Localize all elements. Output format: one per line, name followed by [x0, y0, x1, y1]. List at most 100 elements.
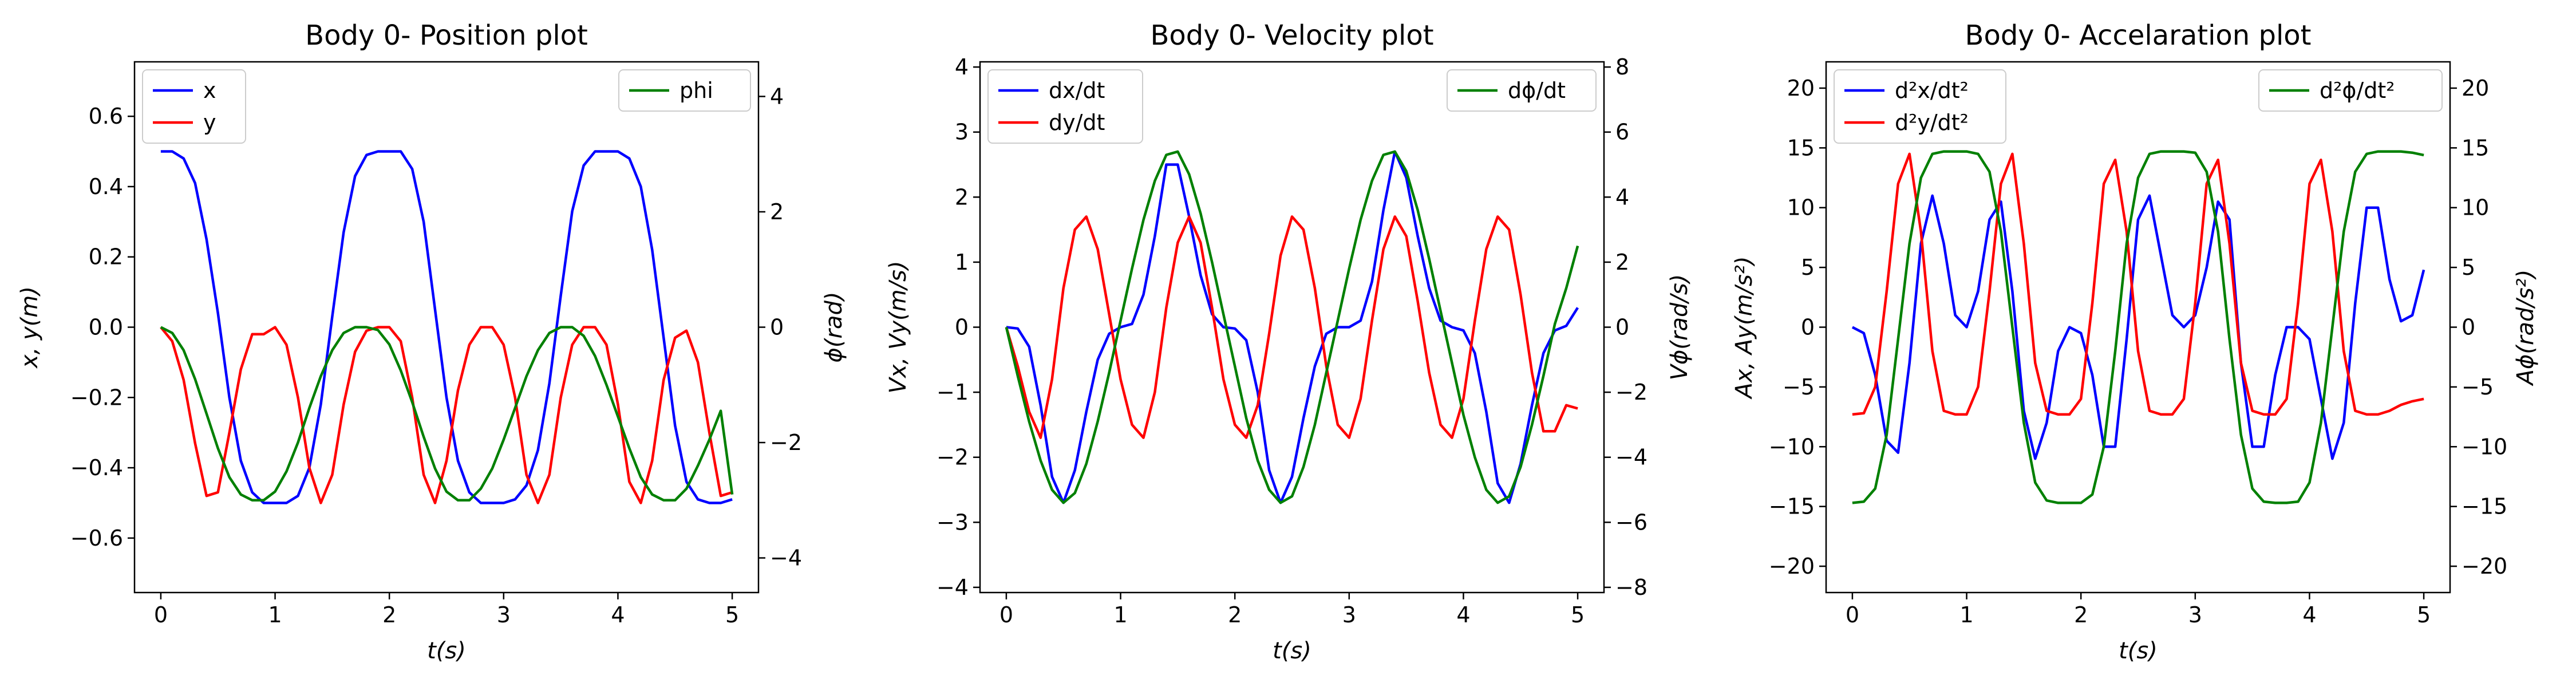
legend-left: d²x/dt² d²y/dt² — [1834, 69, 2006, 144]
legend-box — [1834, 69, 2006, 144]
y-tick-label-left: −2 — [937, 445, 969, 470]
y-tick-label-left: 10 — [1787, 195, 1815, 220]
x-tick-label: 3 — [1342, 602, 1356, 627]
legend-label: d²y/dt² — [1895, 110, 1969, 135]
y-axis-label-right: ϕ(rad) — [821, 292, 847, 363]
legend-box — [2258, 69, 2443, 112]
legend-right: d²ϕ/dt² — [2258, 69, 2443, 112]
x-tick-label: 5 — [725, 602, 739, 627]
y-tick-label-left: −3 — [937, 510, 969, 535]
series-line-2 — [160, 326, 733, 504]
x-tick-label: 0 — [1846, 602, 1859, 627]
series-line-3 — [1005, 150, 1579, 504]
y-tick-label-left: 15 — [1787, 135, 1815, 160]
chart-title: Body 0- Position plot — [305, 19, 588, 52]
y-tick-label-left: 0 — [1801, 315, 1815, 340]
legend-label: d²ϕ/dt² — [2320, 78, 2395, 103]
y-tick-label-left: 0.0 — [89, 315, 123, 340]
x-tick-label: 2 — [2074, 602, 2088, 627]
y-tick-label-right: −4 — [1615, 445, 1647, 470]
legend-right: dϕ/dt — [1447, 69, 1597, 112]
y-tick-label-right: −6 — [1615, 510, 1647, 535]
y-tick-label-left: 5 — [1801, 255, 1815, 280]
y-tick-label-left: 0.2 — [89, 244, 123, 270]
x-tick-label: 0 — [999, 602, 1013, 627]
y-tick-label-left: −5 — [1783, 374, 1815, 400]
series-line-3 — [1852, 150, 2424, 504]
y-tick-label-right: −4 — [770, 546, 802, 571]
legend-label: phi — [679, 78, 713, 103]
y-tick-label-left: 0.6 — [89, 104, 123, 129]
y-tick-label-left: −0.2 — [70, 385, 123, 410]
legend-box — [142, 69, 246, 144]
y-tick-label-left: −0.6 — [70, 526, 123, 551]
legend-left: xy — [142, 69, 246, 144]
x-tick-label: 2 — [1228, 602, 1242, 627]
x-axis-label: t(s) — [1273, 638, 1311, 664]
legend-label: dy/dt — [1049, 110, 1105, 135]
y-axis-label-left: Ax, Ay(m/s²) — [1731, 256, 1757, 400]
y-tick-label-right: −5 — [2462, 374, 2494, 400]
legend-label: dϕ/dt — [1508, 78, 1566, 103]
chart-panel-1: 0 1 2 3 4 5 −0.6 −0.4 −0.2 0.0 0.2 0.4 0.6 −4 −2 0 2 4 Bod… — [17, 19, 847, 664]
y-tick-label-right: −20 — [2462, 554, 2507, 579]
y-tick-label-left: 1 — [955, 250, 969, 275]
x-axis-label: t(s) — [427, 638, 466, 664]
chart-title: Body 0- Velocity plot — [1150, 19, 1433, 52]
y-tick-label-right: −2 — [770, 430, 802, 455]
y-tick-label-right: 20 — [2462, 76, 2489, 101]
y-tick-label-right: 15 — [2462, 135, 2489, 160]
legend-box — [618, 69, 751, 112]
y-tick-label-right: −10 — [2462, 434, 2507, 459]
series-line-2 — [1852, 152, 2424, 416]
y-axis-label-left: x, y(m) — [17, 286, 43, 369]
x-tick-label: 3 — [2188, 602, 2202, 627]
chart-title: Body 0- Accelaration plot — [1965, 19, 2312, 52]
y-tick-label-right: 2 — [770, 199, 784, 224]
x-tick-label: 5 — [1571, 602, 1585, 627]
legend-left: dx/dt dy/dt — [987, 69, 1143, 144]
x-tick-label: 4 — [2302, 602, 2316, 627]
legend-label: y — [203, 110, 216, 135]
y-tick-label-right: −8 — [1615, 575, 1647, 600]
y-tick-label-right: 2 — [1615, 250, 1629, 275]
y-tick-label-right: 4 — [770, 84, 784, 109]
x-axis-label: t(s) — [2119, 638, 2158, 664]
x-tick-label: 1 — [1113, 602, 1127, 627]
y-axis-label-right: Aϕ(rad/s²) — [2512, 270, 2539, 387]
legend-label: dx/dt — [1049, 78, 1105, 103]
legend-box — [1447, 69, 1597, 112]
series-lines — [1851, 150, 2425, 504]
y-tick-label-right: 0 — [2462, 315, 2475, 340]
legend-label: d²x/dt² — [1895, 78, 1969, 103]
y-tick-label-right: 0 — [770, 315, 784, 340]
y-tick-label-right: 0 — [1615, 315, 1629, 340]
y-tick-label-right: 6 — [1615, 120, 1629, 145]
x-tick-label: 3 — [497, 602, 511, 627]
series-lines — [1005, 150, 1579, 504]
series-line-1 — [160, 150, 733, 504]
y-tick-label-right: −15 — [2462, 494, 2507, 519]
y-axis-label-right: Vϕ(rad/s) — [1666, 274, 1693, 381]
y-tick-label-right: 5 — [2462, 255, 2475, 280]
y-tick-label-left: 20 — [1787, 76, 1815, 101]
y-tick-label-left: 0.4 — [89, 174, 123, 199]
y-tick-label-left: −0.4 — [70, 455, 123, 480]
y-tick-label-left: −4 — [937, 575, 969, 600]
y-tick-label-left: 3 — [955, 120, 969, 145]
y-tick-label-right: 4 — [1615, 184, 1629, 210]
x-tick-label: 0 — [154, 602, 168, 627]
y-tick-label-left: 0 — [955, 315, 969, 340]
chart-panel-3: 0 1 2 3 4 5 −20 −15 −10 −5 0 5 10 15 20 −20 −15 −10 −5 0 5 10… — [1731, 19, 2539, 664]
y-axis-label-left: Vx, Vy(m/s) — [885, 261, 911, 394]
legend-right: phi — [618, 69, 751, 112]
y-tick-label-right: 8 — [1615, 54, 1629, 80]
x-tick-label: 4 — [1456, 602, 1470, 627]
y-tick-label-right: −2 — [1615, 380, 1647, 405]
x-tick-label: 2 — [382, 602, 396, 627]
y-tick-label-left: 2 — [955, 184, 969, 210]
x-tick-label: 1 — [268, 602, 282, 627]
y-tick-label-left: −1 — [937, 380, 969, 405]
series-lines — [160, 150, 734, 504]
